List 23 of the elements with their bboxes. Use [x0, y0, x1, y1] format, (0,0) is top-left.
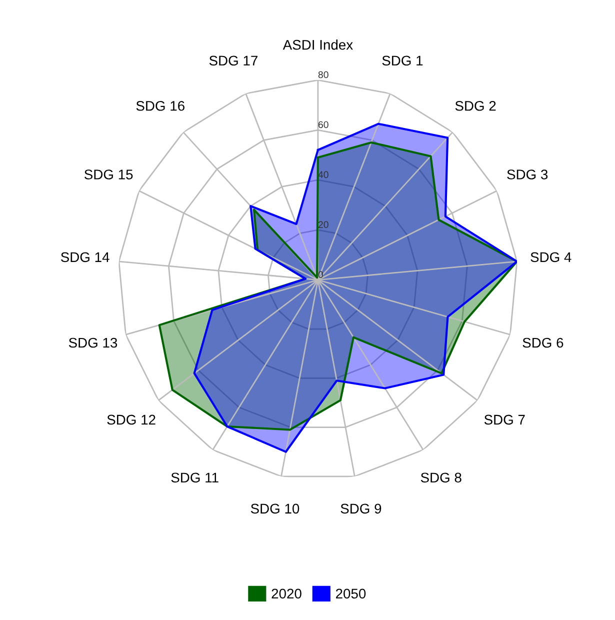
- spoke-label: SDG 4: [530, 252, 572, 262]
- spoke-label: SDG 12: [107, 414, 156, 425]
- spoke-label: SDG 7: [484, 414, 525, 425]
- spoke-label: SDG 14: [60, 252, 110, 262]
- legend-label: 2050: [336, 588, 366, 599]
- spoke-label: SDG 15: [84, 170, 133, 180]
- legend-label: 2020: [272, 588, 302, 599]
- spoke-label: SDG 10: [250, 504, 300, 514]
- spoke-label: SDG 2: [455, 100, 496, 111]
- spoke-label: SDG 8: [420, 472, 462, 483]
- spoke-label: SDG 17: [209, 56, 258, 66]
- spoke-label: SDG 16: [136, 100, 184, 111]
- spoke-label: SDG 9: [340, 504, 382, 514]
- spoke-label: SDG 6: [522, 338, 564, 348]
- y-tick-label: 60: [318, 121, 328, 128]
- spoke-label: ASDI Index: [282, 40, 353, 50]
- spoke-label: SDG 1: [382, 56, 423, 66]
- spoke-label: SDG 13: [68, 338, 118, 348]
- spoke-label: SDG 3: [507, 170, 548, 180]
- spoke-label: SDG 11: [171, 472, 218, 483]
- y-tick-label: 0: [318, 271, 323, 278]
- y-tick-label: 20: [318, 221, 328, 228]
- y-tick-label: 80: [318, 71, 328, 78]
